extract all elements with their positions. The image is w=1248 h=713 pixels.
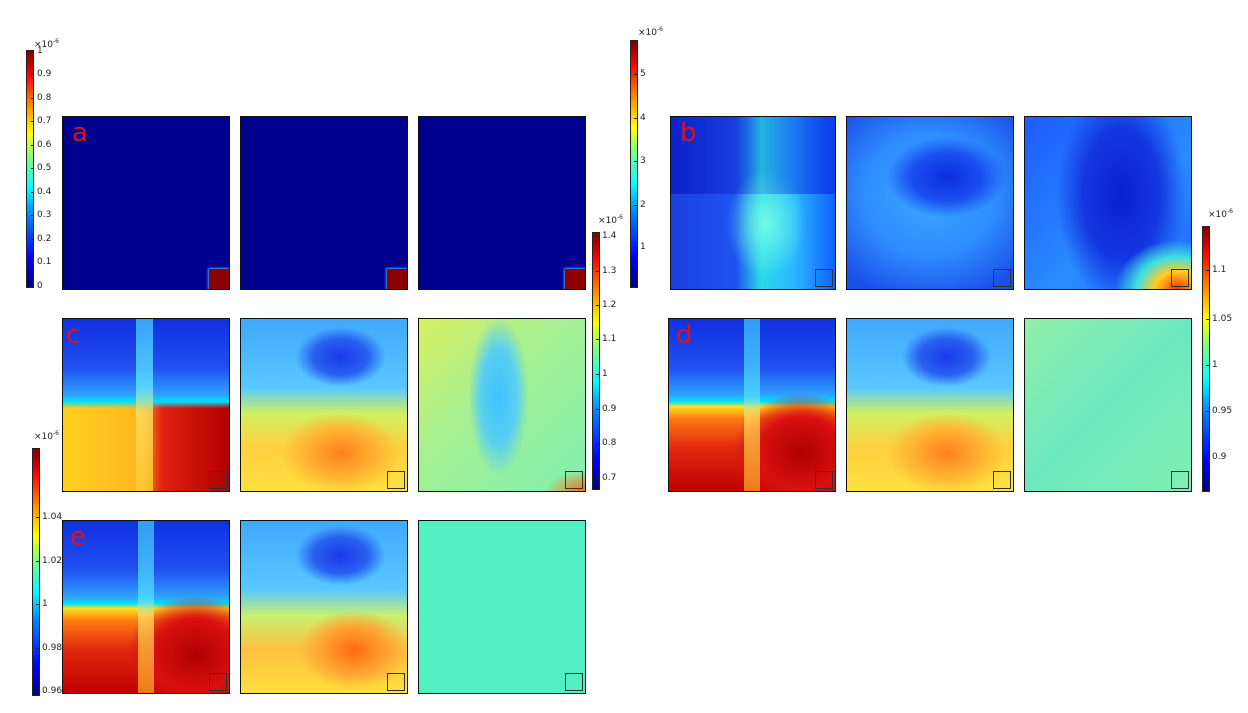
colorbar-e: ×10-6 1.04 1.02 1 0.98 0.96 [28, 430, 68, 698]
colorbar-d-tick: 0.9 [1205, 452, 1227, 462]
hot-spot [209, 269, 229, 289]
panel-label-d: d [676, 320, 693, 350]
colorbar-b-tick: 3 [634, 156, 646, 166]
corner-marker [387, 673, 405, 691]
panel-c-2 [240, 318, 408, 492]
panel-label-c: c [66, 320, 81, 350]
hot-spot [565, 269, 585, 289]
panel-d-3 [1024, 318, 1192, 492]
colorbar-a: ×10-6 1 0.9 0.8 0.7 0.6 0.5 0.4 0.3 0.2 … [20, 38, 60, 291]
colorbar-b-tick: 2 [634, 200, 646, 210]
colorbar-a-tick: 0.5 [30, 163, 52, 173]
corner-marker [993, 471, 1011, 489]
corner-marker [565, 673, 583, 691]
colorbar-b: ×10-6 5 4 3 2 1 [626, 26, 670, 288]
colorbar-b-tick: 1 [634, 242, 646, 252]
panel-c-3 [418, 318, 586, 492]
colorbar-a-tick: 0 [31, 281, 43, 291]
panel-label-a: a [72, 118, 88, 148]
colorbar-a-tick: 0.8 [30, 93, 52, 103]
panel-e-2 [240, 520, 408, 694]
colorbar-d-tick: 1 [1206, 360, 1218, 370]
colorbar-a-tick: 0.7 [30, 116, 52, 126]
colorbar-e-tick: 1 [36, 599, 48, 609]
colorbar-e-tick: 0.96 [35, 686, 63, 696]
colorbar-a-tick: 0.9 [30, 69, 52, 79]
colorbar-c-tick: 1 [596, 369, 608, 379]
colorbar-c-tick: 1.2 [595, 300, 617, 310]
colorbar-b-exponent: ×10-6 [638, 26, 663, 38]
corner-marker [815, 471, 833, 489]
colorbar-e-strip [32, 448, 40, 696]
panel-d-2 [846, 318, 1014, 492]
panel-d-1 [668, 318, 836, 492]
colorbar-d-exponent: ×10-6 [1208, 208, 1233, 220]
panel-b-3 [1024, 116, 1192, 290]
panel-label-b: b [680, 118, 697, 148]
panel-a-1 [62, 116, 230, 290]
colorbar-a-tick: 0.2 [30, 234, 52, 244]
colorbar-c-tick: 1.1 [595, 334, 617, 344]
corner-marker [209, 471, 227, 489]
colorbar-a-tick: 0.4 [30, 187, 52, 197]
colorbar-d-tick: 1.05 [1205, 314, 1233, 324]
colorbar-c: ×10-6 1.4 1.3 1.2 1.1 1 0.9 0.8 0.7 [588, 214, 628, 490]
colorbar-e-exponent: ×10-6 [34, 430, 59, 442]
panel-e-3 [418, 520, 586, 694]
colorbar-c-tick: 0.8 [595, 438, 617, 448]
hot-spot [387, 269, 407, 289]
corner-marker [565, 471, 583, 489]
colorbar-b-tick: 5 [634, 69, 646, 79]
colorbar-c-tick: 1.3 [595, 266, 617, 276]
colorbar-e-tick: 0.98 [35, 643, 63, 653]
colorbar-a-tick: 0.6 [30, 140, 52, 150]
colorbar-a-strip [26, 50, 34, 288]
panel-c-1 [62, 318, 230, 492]
colorbar-a-tick: 0.1 [30, 257, 52, 267]
corner-marker [815, 269, 833, 287]
colorbar-c-tick: 1.4 [595, 231, 617, 241]
colorbar-d: ×10-6 1.1 1.05 1 0.95 0.9 [1200, 208, 1244, 494]
colorbar-a-exponent: ×10-6 [34, 38, 59, 50]
colorbar-e-tick: 1.04 [35, 512, 63, 522]
colorbar-e-tick: 1.02 [35, 556, 63, 566]
corner-marker [387, 471, 405, 489]
panel-a-3 [418, 116, 586, 290]
colorbar-b-tick: 4 [634, 113, 646, 123]
colorbar-c-exponent: ×10-6 [598, 214, 623, 226]
corner-marker [1171, 269, 1189, 287]
panel-a-2 [240, 116, 408, 290]
colorbar-c-tick: 0.7 [595, 473, 617, 483]
corner-marker [1171, 471, 1189, 489]
colorbar-b-strip [630, 40, 638, 288]
corner-marker [209, 673, 227, 691]
colorbar-a-tick: 0.3 [30, 210, 52, 220]
colorbar-c-tick: 0.9 [595, 404, 617, 414]
colorbar-d-strip [1202, 226, 1210, 492]
colorbar-c-strip [592, 232, 600, 490]
colorbar-d-tick: 1.1 [1205, 265, 1227, 275]
panel-b-1 [670, 116, 836, 290]
colorbar-a-tick: 1 [31, 46, 43, 56]
colorbar-d-tick: 0.95 [1205, 406, 1233, 416]
panel-label-e: e [70, 522, 86, 552]
corner-marker [993, 269, 1011, 287]
panel-e-1 [62, 520, 230, 694]
panel-b-2 [846, 116, 1014, 290]
